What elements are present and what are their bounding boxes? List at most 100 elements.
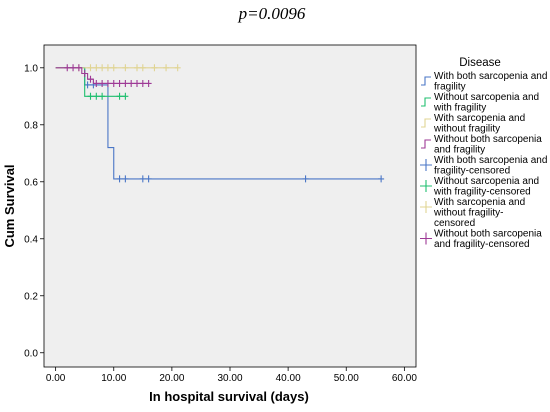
legend-label-line: With both sarcopenia and — [434, 71, 547, 82]
legend-label-line: censored — [434, 218, 475, 229]
censor-mark — [99, 64, 106, 72]
legend-label: Without sarcopenia and with fragility — [433, 92, 539, 114]
censor-mark — [64, 64, 71, 72]
censor-mark — [110, 79, 117, 87]
censor-mark — [93, 64, 100, 72]
censor-mark — [122, 92, 129, 100]
x-tick-label: 40.00 — [276, 373, 301, 384]
censor-mark — [116, 92, 123, 100]
censor-mark — [145, 175, 152, 183]
x-axis-label: In hospital survival (days) — [149, 389, 309, 404]
censor-mark — [84, 81, 91, 89]
censor-mark — [93, 92, 100, 100]
y-tick-label: 1.0 — [24, 63, 38, 74]
y-tick-label: 0.4 — [24, 234, 38, 245]
censor-mark — [116, 175, 123, 183]
censor-mark — [139, 175, 146, 183]
x-tick-label: 60.00 — [392, 373, 417, 384]
legend-label-line: Without sarcopenia and — [434, 92, 539, 103]
censor-mark — [75, 64, 82, 72]
legend-censor-swatch — [420, 159, 432, 171]
legend-label-line: Without both sarcopenia — [434, 134, 542, 145]
legend-step-swatch — [421, 139, 431, 149]
censor-mark — [128, 79, 135, 87]
y-tick-label: 0.6 — [24, 177, 38, 188]
censor-mark — [104, 64, 111, 72]
legend-step-swatch — [421, 118, 431, 128]
x-tick-label: 20.00 — [159, 373, 184, 384]
legend-censor-swatch — [420, 232, 432, 245]
plot-area — [43, 44, 417, 368]
legend-label-line: without fragility- — [433, 208, 503, 219]
censor-mark — [302, 175, 309, 183]
censor-mark — [139, 79, 146, 87]
y-tick-label: 0.0 — [24, 348, 38, 359]
legend-entry: Without both sarcopenia and fragility — [421, 134, 542, 156]
legend-entry: With both sarcopenia and fragility-censor… — [420, 155, 547, 177]
censor-mark — [110, 64, 117, 72]
survival-curve — [55, 67, 149, 85]
censor-mark — [87, 92, 94, 100]
legend-label: With both sarcopenia and fragility-censor… — [434, 155, 547, 177]
censor-mark — [99, 79, 106, 87]
legend-label-line: without fragility — [433, 124, 500, 135]
censor-mark — [134, 64, 140, 72]
legend: Disease With both sarcopenia and fragilit… — [420, 57, 547, 250]
censor-mark — [378, 175, 385, 183]
x-tick-label: 50.00 — [334, 373, 359, 384]
legend-label: Without both sarcopenia and fragility-cen… — [434, 229, 542, 251]
legend-label: Without both sarcopenia and fragility — [434, 134, 542, 156]
censor-mark — [122, 64, 129, 72]
legend-entry: With sarcopenia and without fragility-cen… — [420, 197, 525, 229]
legend-censor-swatch — [420, 180, 432, 192]
series-4 — [55, 64, 152, 87]
censor-mark — [87, 75, 94, 83]
censor-mark — [70, 64, 77, 72]
legend-label-line: with fragility — [433, 103, 486, 114]
legend-label: With sarcopenia and without fragility — [433, 113, 525, 135]
censor-mark — [174, 64, 181, 72]
legend-label-line: With both sarcopenia and — [434, 155, 547, 166]
legend-label-line: Without both sarcopenia — [434, 229, 542, 240]
legend-label: Without sarcopenia and with fragility-cen… — [433, 176, 539, 198]
censor-mark — [122, 79, 129, 87]
legend-step-swatch — [421, 76, 431, 86]
legend-label-line: fragility — [434, 82, 466, 93]
censor-mark — [145, 79, 152, 87]
legend-label: With sarcopenia and without fragility-cen… — [433, 197, 525, 229]
y-tick-label: 0.8 — [24, 120, 38, 131]
legend-entry: With both sarcopenia and fragility — [421, 71, 547, 93]
legend-title: Disease — [459, 57, 501, 69]
censor-mark — [81, 69, 88, 77]
censor-mark — [87, 64, 94, 72]
legend-label-line: and fragility-censored — [434, 239, 530, 250]
legend-label-line: With sarcopenia and — [434, 113, 525, 124]
legend-entry: With sarcopenia and without fragility — [421, 113, 525, 135]
x-tick-label: 30.00 — [217, 373, 242, 384]
p-value-annotation: p=0.0096 — [238, 4, 306, 23]
series-layer — [55, 64, 385, 183]
legend-label-line: With sarcopenia and — [434, 197, 525, 208]
censor-mark — [93, 79, 100, 87]
legend-label: With both sarcopenia and fragility — [434, 71, 547, 93]
y-axis-label: Cum Survival — [2, 164, 17, 247]
legend-entry: Without sarcopenia and with fragility-cen… — [420, 176, 539, 198]
legend-entry: Without both sarcopenia and fragility-cen… — [420, 229, 542, 251]
x-tick-label: 0.00 — [46, 373, 66, 384]
legend-label-line: and fragility — [434, 145, 485, 156]
censor-mark — [104, 79, 111, 87]
censor-mark — [151, 64, 158, 72]
censor-mark — [99, 92, 106, 100]
censor-mark — [139, 64, 146, 72]
x-tick-label: 10.00 — [101, 373, 126, 384]
legend-censor-swatch — [420, 201, 432, 213]
legend-label-line: with fragility-censored — [433, 187, 531, 198]
y-tick-label: 0.2 — [24, 291, 38, 302]
legend-step-swatch — [421, 97, 431, 107]
censor-mark — [116, 79, 123, 87]
y-axis-ticks: 0.0 0.2 0.4 0.6 0.8 1.0 — [24, 63, 44, 359]
x-axis-ticks: 0.00 10.00 20.00 30.00 40.00 50.00 60.00 — [46, 367, 417, 384]
legend-label-line: Without sarcopenia and — [434, 176, 539, 187]
legend-label-line: fragility-censored — [434, 166, 510, 177]
